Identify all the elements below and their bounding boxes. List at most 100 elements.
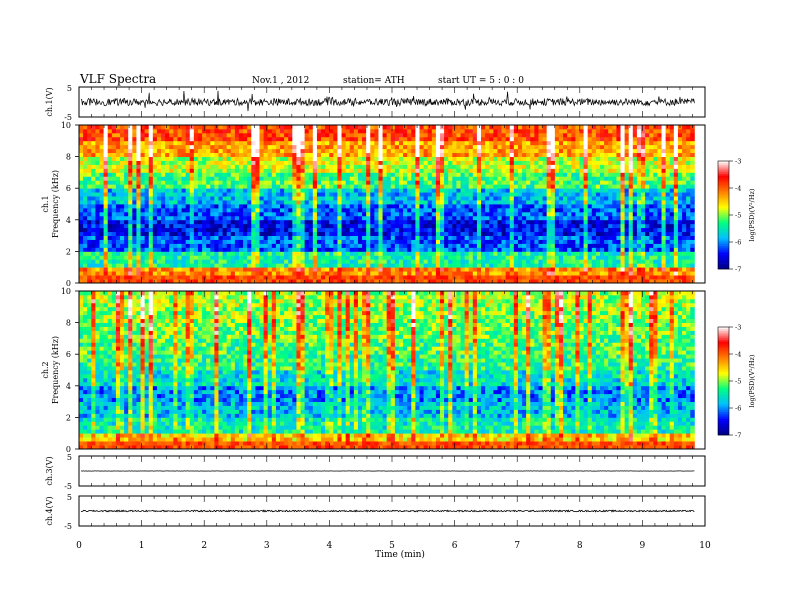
ch1-spec-cell — [530, 148, 535, 154]
ch1-spec-cell — [300, 243, 306, 248]
ch1-spec-cell — [234, 223, 240, 229]
ch1-spec-cell — [563, 184, 568, 189]
ch1-spec-cell — [321, 251, 326, 256]
ch1-spec-cell — [497, 235, 502, 240]
ch1-spec-cell — [230, 136, 236, 142]
ch1-spec-cell — [538, 219, 543, 225]
ch1-spec-cell — [587, 247, 593, 252]
ch1-spec-cell — [353, 132, 359, 138]
ch1-spec-cell — [189, 251, 195, 256]
ch1-spec-cell — [341, 235, 347, 240]
ch1-spec-cell — [403, 251, 408, 256]
ch1-spec-cell — [563, 200, 568, 205]
ch1-spec-cell — [271, 279, 277, 284]
ch1-spec-cell — [230, 207, 236, 213]
ch1-spec-cell — [489, 200, 494, 205]
ch1-spec-cell — [522, 255, 527, 260]
ch1-spec-cell — [382, 219, 388, 225]
ch1-spec-cell — [124, 235, 129, 240]
ch1-spec-cell — [284, 247, 289, 252]
ch1-spec-cell — [415, 263, 420, 268]
ch1-spec-cell — [329, 188, 334, 193]
ch1-spec-cell — [501, 196, 507, 201]
ch1-spec-cell — [177, 192, 182, 197]
ch1-spec-cell — [481, 140, 486, 146]
ch1-spec-cell — [394, 231, 400, 236]
ch1-spec-cell — [337, 239, 342, 244]
ch1-spec-cell — [218, 144, 223, 150]
ch1-spec-cell — [464, 235, 470, 240]
ch1-spec-cell — [226, 263, 232, 268]
ch1-spec-cell — [431, 140, 437, 146]
ch1-spec-cell — [251, 152, 256, 157]
ch1-spec-cell — [444, 168, 449, 173]
ch1-spec-cell — [460, 152, 466, 157]
ch1-spec-cell — [505, 243, 511, 248]
ch1-spec-cell — [247, 192, 252, 197]
ch1-spec-cell — [431, 164, 437, 169]
ch1-spec-cell — [505, 275, 511, 280]
ch1-spec-cell — [95, 184, 100, 189]
ch1-spec-cell — [95, 132, 100, 138]
ch1-spec-cell — [136, 251, 141, 256]
ch1-spec-cell — [538, 255, 543, 260]
ch1-spec-cell — [517, 156, 523, 161]
ch1-spec-cell — [140, 188, 146, 193]
ch1-spec-cell — [263, 259, 269, 264]
ch1-spec-cell — [333, 251, 338, 256]
ch1-spec-cell — [567, 231, 572, 236]
ch1-spec-cell — [206, 219, 211, 225]
ch1-spec-cell — [316, 204, 322, 209]
ch1-spec-cell — [431, 211, 437, 217]
ch1-spec-cell — [128, 196, 133, 201]
ch1-spec-cell — [218, 223, 223, 229]
ch1-spec-cell — [407, 128, 412, 134]
ch1-spec-cell — [370, 172, 375, 177]
ch1-spec-cell — [136, 211, 141, 217]
ch1-spec-cell — [238, 200, 244, 205]
ch1-spec-cell — [107, 247, 113, 252]
ch1-spec-cell — [489, 148, 494, 154]
ch1-spec-cell — [386, 172, 392, 177]
ch1-spec-cell — [517, 132, 523, 138]
ch1-spec-cell — [575, 215, 580, 221]
ch1-spec-cell — [378, 128, 383, 134]
ch1-spec-cell — [156, 196, 162, 201]
ch1-spec-cell — [83, 227, 88, 233]
ch1-spec-cell — [148, 160, 154, 165]
ch1-spec-cell — [165, 156, 170, 161]
ch1-spec-cell — [501, 219, 507, 225]
ch1-spec-cell — [497, 164, 502, 169]
ch1-spec-cell — [263, 176, 269, 181]
ch1-spec-cell — [275, 231, 281, 236]
ch1-spec-cell — [308, 136, 314, 142]
ch1-spec-cell — [366, 168, 371, 173]
ch1-spec-cell — [427, 125, 433, 130]
ch1-spec-cell — [444, 231, 449, 236]
ch1-spec-cell — [378, 136, 383, 142]
ch1-spec-cell — [144, 243, 150, 248]
ch1-spec-cell — [325, 247, 330, 252]
ch1-spec-cell — [321, 164, 326, 169]
ch1-spec-cell — [95, 188, 100, 193]
ch1-spec-cell — [554, 259, 560, 264]
ch1-spec-cell — [115, 204, 121, 209]
ch1-spec-cell — [284, 223, 289, 229]
ch1-spec-cell — [390, 160, 396, 165]
ch1-spec-cell — [362, 196, 367, 201]
ch1-spec-cell — [542, 247, 548, 252]
ch1-spec-cell — [513, 267, 519, 272]
ch1-spec-cell — [538, 259, 543, 264]
ch1-spec-cell — [550, 128, 556, 134]
ch1-spec-cell — [275, 125, 281, 130]
ch1-spec-cell — [550, 279, 556, 284]
ch1-spec-cell — [103, 128, 109, 134]
ch1-spec-cell — [238, 271, 244, 276]
ch1-spec-cell — [271, 172, 277, 177]
ch1-spec-cell — [579, 215, 584, 221]
ch1-spec-cell — [124, 184, 129, 189]
ch1-spec-cell — [501, 156, 507, 161]
ch1-spec-cell — [546, 184, 552, 189]
ch1-spec-cell — [206, 279, 211, 284]
ch1-spec-cell — [111, 255, 117, 260]
